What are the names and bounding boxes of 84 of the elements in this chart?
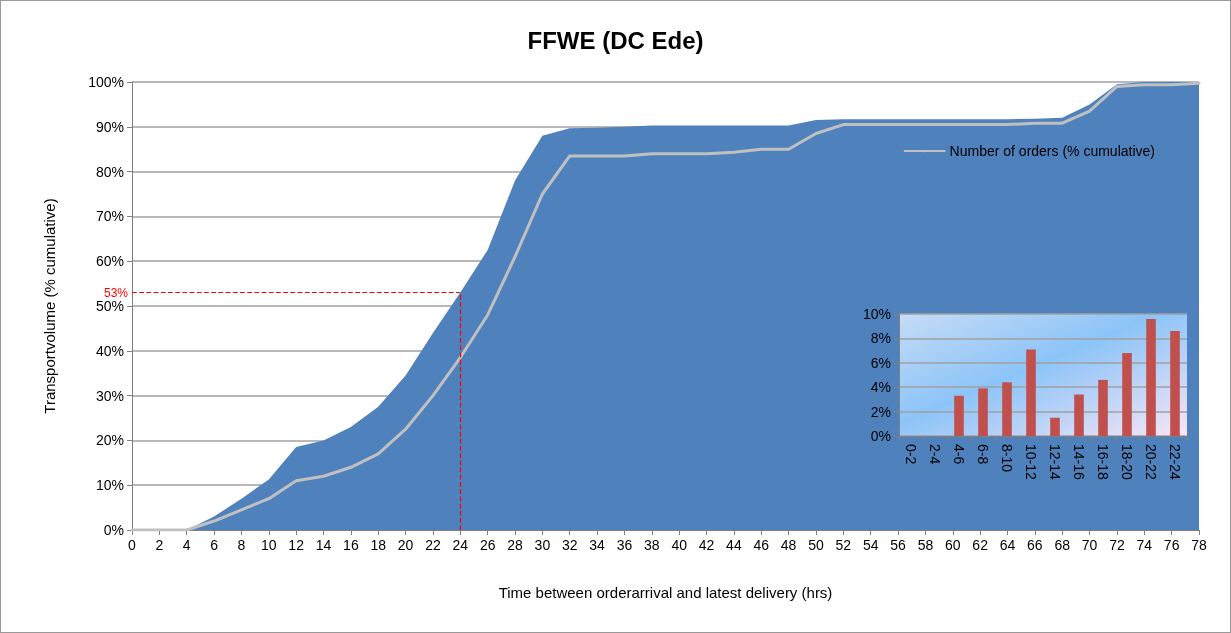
x-tick-label: 52 bbox=[835, 537, 852, 553]
x-axis-title: Time between orderarrival and latest delivery (hrs) bbox=[498, 584, 833, 601]
x-tick-label: 10 bbox=[261, 537, 277, 553]
x-tick-label: 60 bbox=[944, 537, 961, 553]
x-tick-label: 14-16 bbox=[1071, 444, 1087, 481]
bar bbox=[1002, 382, 1012, 436]
y-tick-label: 70% bbox=[95, 208, 124, 225]
x-tick-label: 22 bbox=[425, 537, 441, 553]
y-tick-label: 6% bbox=[870, 354, 891, 371]
y-tick-label: 0% bbox=[103, 522, 124, 538]
x-tick-label: 26 bbox=[479, 537, 496, 553]
y-tick-label: 50% bbox=[95, 298, 124, 314]
x-tick-label: 28 bbox=[507, 537, 524, 553]
x-tick-label: 58 bbox=[917, 537, 934, 553]
x-tick-label: 76 bbox=[1163, 537, 1180, 553]
y-tick-label: 10% bbox=[95, 477, 124, 494]
x-tick-label: 14 bbox=[315, 537, 332, 553]
y-tick-label: 100% bbox=[88, 74, 124, 90]
x-tick-label: 8-10 bbox=[999, 444, 1015, 473]
x-tick-label: 66 bbox=[1027, 537, 1043, 553]
y-tick-label: 2% bbox=[870, 403, 891, 420]
x-tick-label: 72 bbox=[1109, 537, 1125, 553]
bar bbox=[1146, 318, 1156, 436]
y-tick-label: 40% bbox=[95, 342, 124, 359]
x-tick-label: 12-14 bbox=[1047, 444, 1063, 481]
x-tick-label: 40 bbox=[671, 537, 688, 553]
y-tick-label: 60% bbox=[95, 253, 124, 270]
bar bbox=[1026, 349, 1036, 436]
bar bbox=[1122, 353, 1132, 436]
x-tick-label: 42 bbox=[698, 537, 715, 553]
x-tick-label: 36 bbox=[616, 537, 633, 553]
x-tick-label: 30 bbox=[534, 537, 551, 553]
x-tick-label: 68 bbox=[1054, 537, 1071, 553]
x-tick-label: 6-8 bbox=[975, 444, 991, 465]
x-tick-label: 70 bbox=[1081, 537, 1098, 553]
x-tick-label: 20-22 bbox=[1143, 444, 1159, 481]
y-tick-label: 20% bbox=[95, 432, 124, 449]
bar bbox=[1098, 379, 1108, 436]
x-tick-label: 44 bbox=[726, 537, 742, 553]
x-tick-label: 0 bbox=[128, 537, 137, 553]
x-tick-label: 2 bbox=[155, 537, 164, 553]
y-tick-label: 0% bbox=[870, 428, 891, 444]
x-tick-label: 50 bbox=[808, 537, 824, 553]
x-tick-label: 46 bbox=[753, 537, 770, 553]
y-axis-title: Transportvolume (% cumulative) bbox=[41, 198, 58, 414]
x-tick-label: 16-18 bbox=[1095, 444, 1111, 481]
bar bbox=[1050, 417, 1060, 436]
bar bbox=[1170, 331, 1180, 436]
x-tick-label: 10-12 bbox=[1023, 444, 1039, 481]
x-tick-label: 20 bbox=[397, 537, 414, 553]
y-tick-label: 80% bbox=[95, 163, 124, 180]
x-tick-label: 38 bbox=[644, 537, 660, 553]
x-tick-label: 54 bbox=[862, 537, 879, 553]
x-tick-label: 4 bbox=[182, 537, 191, 553]
x-tick-label: 48 bbox=[780, 537, 797, 553]
y-tick-label: 10% bbox=[862, 306, 891, 322]
y-tick-label: 30% bbox=[95, 387, 124, 404]
x-tick-label: 6 bbox=[210, 537, 219, 553]
x-tick-label: 78 bbox=[1191, 537, 1207, 553]
x-tick-label: 2-4 bbox=[927, 444, 943, 465]
x-tick-label: 64 bbox=[999, 537, 1016, 553]
x-tick-label: 16 bbox=[343, 537, 359, 553]
ref-line-label: 53% bbox=[103, 285, 129, 300]
x-tick-label: 32 bbox=[561, 537, 578, 553]
x-tick-label: 8 bbox=[237, 537, 246, 553]
x-tick-label: 0-2 bbox=[903, 444, 919, 465]
y-tick-label: 4% bbox=[870, 379, 891, 396]
x-tick-label: 4-6 bbox=[951, 444, 967, 465]
legend-label: Number of orders (% cumulative) bbox=[949, 143, 1156, 159]
x-tick-label: 62 bbox=[972, 537, 989, 553]
x-tick-label: 24 bbox=[452, 537, 469, 553]
x-tick-label: 22-24 bbox=[1167, 444, 1183, 481]
y-tick-label: 8% bbox=[870, 330, 891, 347]
chart-title: FFWE (DC Ede) bbox=[527, 26, 704, 54]
bar bbox=[978, 388, 988, 436]
x-tick-label: 12 bbox=[288, 537, 305, 553]
x-tick-label: 74 bbox=[1136, 537, 1153, 553]
bar bbox=[954, 395, 964, 436]
x-tick-label: 18-20 bbox=[1119, 444, 1135, 481]
bar bbox=[1074, 394, 1084, 436]
x-tick-label: 18 bbox=[370, 537, 387, 553]
x-tick-label: 56 bbox=[890, 537, 907, 553]
x-tick-label: 34 bbox=[589, 537, 606, 553]
y-tick-label: 90% bbox=[95, 118, 124, 135]
